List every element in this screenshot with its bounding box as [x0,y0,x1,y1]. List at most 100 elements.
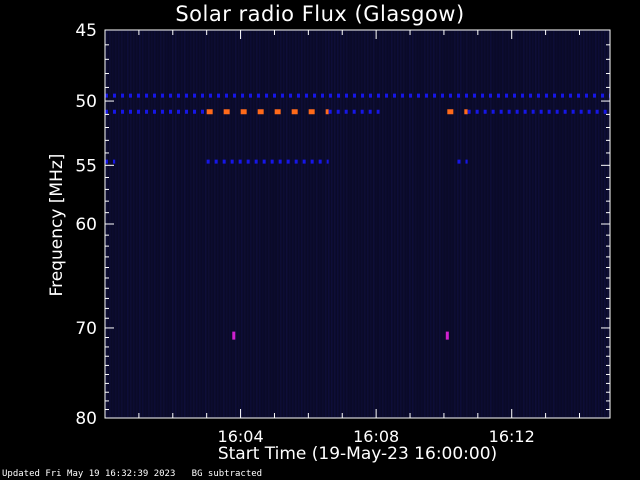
noise-streak [130,31,132,417]
noise-streak [448,31,450,417]
noise-streak [592,31,594,417]
noise-streak [187,31,189,417]
noise-streak [319,31,321,417]
noise-streak [430,31,432,417]
noise-streak [139,31,141,417]
noise-streak [337,31,339,417]
noise-streak [154,31,156,417]
noise-streak [325,31,327,417]
x-axis: 16:04 16:08 16:12 [138,30,580,446]
bg-subtracted-note: BG subtracted [191,469,263,479]
noise-streak [190,31,192,417]
noise-streak [220,31,222,417]
noise-streak [334,31,336,417]
noise-streak [481,31,483,417]
noise-streak [460,31,462,417]
noise-streak [556,31,558,417]
noise-streak [265,31,267,417]
noise-streak [421,31,423,417]
noise-streak [439,31,441,417]
noise-streak [475,31,477,417]
noise-streak [466,31,468,417]
noise-streak [259,31,261,417]
noise-streak [349,31,351,417]
noise-streak [379,31,381,417]
noise-streak [394,31,396,417]
noise-streak [205,31,207,417]
y-tick-label: 80 [75,409,97,429]
noise-streak [562,31,564,417]
noise-streak [409,31,411,417]
noise-streak [553,31,555,417]
noise-streak [529,31,531,417]
noise-streak [256,31,258,417]
noise-streak [316,31,318,417]
noise-streak [583,31,585,417]
noise-streak [532,31,534,417]
noise-streak [304,31,306,417]
noise-streak [118,31,120,417]
background-noise-layer [106,31,609,417]
noise-streak [535,31,537,417]
noise-streak [235,31,237,417]
noise-streak [184,31,186,417]
noise-streak [163,31,165,417]
y-tick-label: 55 [75,156,97,176]
noise-streak [295,31,297,417]
noise-streak [400,31,402,417]
noise-streak [208,31,210,417]
noise-streak [286,31,288,417]
noise-streak [490,31,492,417]
y-tick-label: 45 [75,21,97,41]
noise-streak [310,31,312,417]
noise-streak [175,31,177,417]
noise-streak [136,31,138,417]
updated-timestamp: Updated Fri May 19 16:32:39 2023 [2,469,176,479]
noise-streak [589,31,591,417]
noise-streak [160,31,162,417]
noise-streak [463,31,465,417]
noise-streak [577,31,579,417]
noise-streak [148,31,150,417]
noise-streak [427,31,429,417]
noise-streak [496,31,498,417]
noise-streak [445,31,447,417]
noise-streak [166,31,168,417]
noise-streak [598,31,600,417]
noise-streak [586,31,588,417]
noise-streak [244,31,246,417]
noise-streak [346,31,348,417]
noise-streak [472,31,474,417]
noise-streak [451,31,453,417]
noise-streak [193,31,195,417]
noise-streak [247,31,249,417]
x-axis-label: Start Time (19-May-23 16:00:00) [217,444,498,464]
noise-streak [493,31,495,417]
noise-streak [469,31,471,417]
noise-streak [364,31,366,417]
noise-streak [502,31,504,417]
noise-streak [595,31,597,417]
noise-streak [307,31,309,417]
noise-streak [169,31,171,417]
noise-streak [121,31,123,417]
noise-streak [541,31,543,417]
noise-streak [127,31,129,417]
noise-streak [574,31,576,417]
footer-status: Updated Fri May 19 16:32:39 2023 BG subt… [2,469,262,479]
noise-streak [241,31,243,417]
noise-streak [418,31,420,417]
noise-streak [436,31,438,417]
noise-streak [505,31,507,417]
noise-streak [370,31,372,417]
noise-streak [544,31,546,417]
noise-streak [292,31,294,417]
noise-streak [202,31,204,417]
x-tick-label: 16:08 [353,427,399,446]
noise-streak [403,31,405,417]
noise-streak [550,31,552,417]
noise-streak [397,31,399,417]
noise-streak [232,31,234,417]
noise-streak [262,31,264,417]
x-tick-label: 16:04 [218,427,264,446]
